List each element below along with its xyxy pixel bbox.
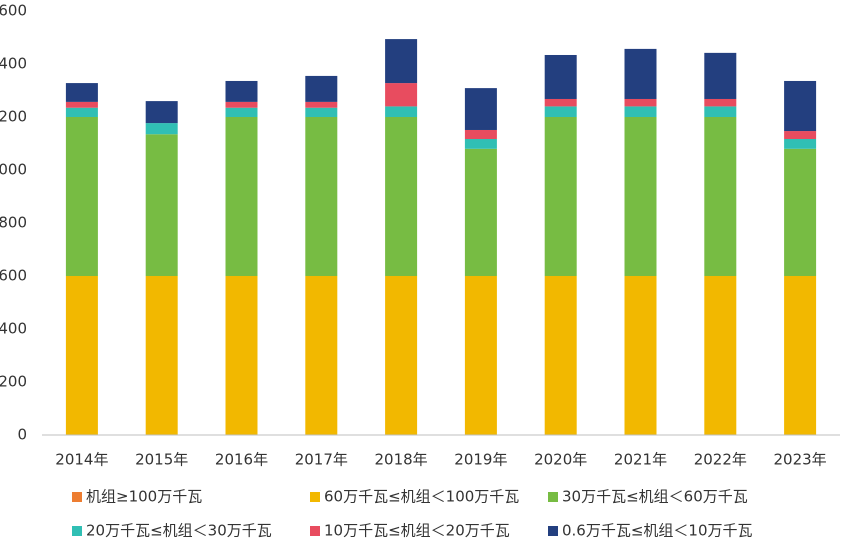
bar-segment	[784, 276, 817, 435]
x-tick-label: 2018年	[375, 451, 428, 469]
bar-segment	[225, 80, 258, 102]
x-tick-label: 2021年	[614, 451, 667, 469]
bar-segment	[544, 54, 577, 99]
legend-label: 机组≥100万千瓦	[86, 488, 202, 506]
bar-segment	[704, 117, 737, 276]
x-tick-label: 2014年	[55, 451, 108, 469]
bar-segment	[624, 48, 657, 99]
bar-segment	[65, 117, 98, 276]
legend-swatch	[72, 492, 82, 502]
bar-segment	[385, 39, 418, 84]
bar-segment	[544, 276, 577, 435]
x-tick-label: 2020年	[534, 451, 587, 469]
bar-segment	[464, 88, 497, 130]
legend-swatch	[310, 526, 320, 536]
bar-segment	[784, 138, 817, 149]
bar-segment	[145, 101, 178, 124]
bar-segment	[385, 117, 418, 276]
bar-segment	[624, 117, 657, 276]
bar-segment	[385, 106, 418, 117]
bar-segment	[65, 83, 98, 102]
bar-segment	[544, 98, 577, 107]
bar-segment	[225, 276, 258, 435]
bar-segment	[624, 276, 657, 435]
bar-segment	[704, 276, 737, 435]
y-tick-label: 000	[0, 161, 27, 179]
legend-label: 20万千瓦≤机组＜30万千瓦	[86, 522, 272, 540]
bar-segment	[225, 101, 258, 108]
bar-segment	[544, 117, 577, 276]
x-tick-label: 2017年	[295, 451, 348, 469]
bar-segment	[65, 107, 98, 117]
bar-segment	[385, 83, 418, 107]
y-tick-label: 400	[0, 55, 27, 73]
bar-segment	[65, 101, 98, 108]
bar-segment	[225, 107, 258, 117]
bar-segment	[624, 106, 657, 117]
bar-segment	[624, 98, 657, 107]
x-tick-label: 2022年	[694, 451, 747, 469]
bar-segment	[145, 276, 178, 435]
bar-segment	[464, 148, 497, 276]
legend-swatch	[548, 492, 558, 502]
x-tick-label: 2019年	[454, 451, 507, 469]
bar-segment	[145, 123, 178, 135]
y-tick-label: 600	[0, 267, 27, 285]
bar-segment	[385, 276, 418, 435]
bar-segment	[305, 117, 338, 276]
bar-segment	[305, 107, 338, 117]
bar-segment	[65, 276, 98, 435]
bar-segment	[784, 148, 817, 276]
bar-segment	[145, 134, 178, 276]
bar-segment	[464, 129, 497, 139]
x-tick-label: 2015年	[135, 451, 188, 469]
bar-segment	[305, 75, 338, 102]
bar-segment	[784, 131, 817, 139]
bar-segment	[305, 101, 338, 108]
legend-swatch	[72, 526, 82, 536]
legend-label: 30万千瓦≤机组＜60万千瓦	[562, 488, 748, 506]
y-tick-label: 0	[17, 426, 27, 444]
legend-swatch	[310, 492, 320, 502]
bar-segment	[704, 98, 737, 107]
legend-swatch	[548, 526, 558, 536]
legend-label: 0.6万千瓦≤机组＜10万千瓦	[562, 522, 753, 540]
bar-segment	[464, 138, 497, 149]
legend-label: 10万千瓦≤机组＜20万千瓦	[324, 522, 510, 540]
bar-segment	[544, 106, 577, 117]
bar-segment	[225, 117, 258, 276]
x-tick-label: 2023年	[774, 451, 827, 469]
bar-segment	[305, 276, 338, 435]
y-tick-label: 200	[0, 373, 27, 391]
bar-segment	[704, 52, 737, 99]
y-tick-label: 200	[0, 108, 27, 126]
y-tick-label: 600	[0, 2, 27, 20]
x-tick-label: 2016年	[215, 451, 268, 469]
bar-segment	[464, 276, 497, 435]
y-tick-label: 400	[0, 320, 27, 338]
bar-segment	[784, 80, 817, 132]
y-tick-label: 800	[0, 214, 27, 232]
legend-label: 60万千瓦≤机组＜100万千瓦	[324, 488, 519, 506]
bar-segment	[704, 106, 737, 117]
